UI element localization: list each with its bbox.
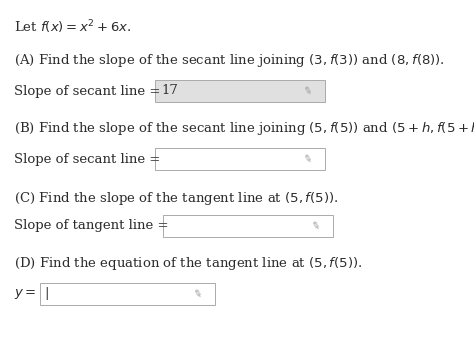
Bar	[163, 215, 333, 237]
Text: Let $f(x) = x^2 + 6x$.: Let $f(x) = x^2 + 6x$.	[14, 18, 131, 35]
Text: Slope of secant line =: Slope of secant line =	[14, 85, 164, 98]
Text: ✎: ✎	[301, 153, 312, 165]
Text: (A) Find the slope of the secant line joining $(3, f(3))$ and $(8, f(8))$.: (A) Find the slope of the secant line jo…	[14, 52, 445, 69]
Text: 17: 17	[161, 85, 178, 98]
Text: Slope of secant line =: Slope of secant line =	[14, 152, 164, 165]
Text: ✎: ✎	[191, 288, 202, 300]
Bar	[40, 283, 215, 305]
Text: ✎: ✎	[301, 85, 312, 97]
Text: Slope of tangent line =: Slope of tangent line =	[14, 220, 173, 233]
Text: ✎: ✎	[310, 220, 320, 232]
Text: (C) Find the slope of the tangent line at $(5, f(5))$.: (C) Find the slope of the tangent line a…	[14, 190, 338, 207]
Bar	[155, 148, 325, 170]
Text: |: |	[44, 287, 48, 300]
Text: (B) Find the slope of the secant line joining $(5, f(5))$ and $(5 + h, f(5 + h)): (B) Find the slope of the secant line jo…	[14, 120, 474, 137]
Bar	[155, 80, 325, 102]
Text: $y = $: $y = $	[14, 287, 36, 301]
Text: (D) Find the equation of the tangent line at $(5, f(5))$.: (D) Find the equation of the tangent lin…	[14, 255, 363, 272]
